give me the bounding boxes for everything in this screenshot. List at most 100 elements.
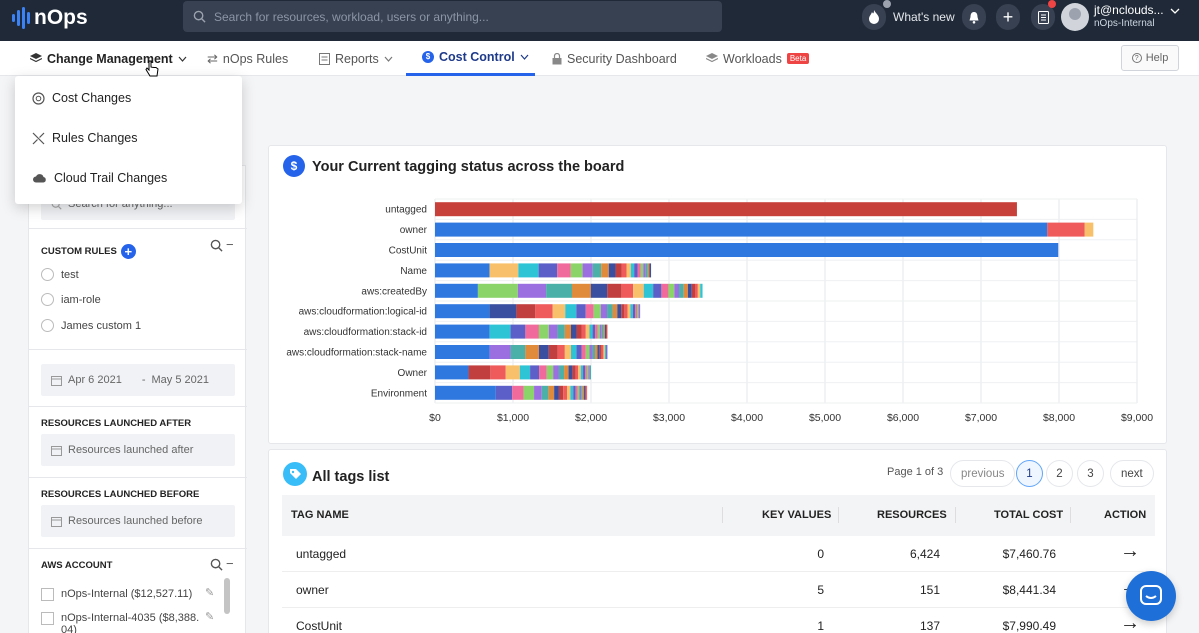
column-tag-name[interactable]: TAG NAME	[291, 509, 349, 521]
tagging-status-card: $ Your Current tagging status across the…	[268, 145, 1167, 444]
bar-segment	[505, 365, 520, 380]
whats-new-link[interactable]: What's new	[893, 10, 955, 24]
date-range-picker[interactable]: Apr 6 2021 - May 5 2021	[41, 364, 235, 396]
edit-icon[interactable]: ✎	[205, 611, 215, 623]
bar-segment	[640, 263, 644, 278]
search-icon[interactable]	[210, 239, 223, 252]
bar-segment	[683, 283, 688, 298]
column-action[interactable]: ACTION	[1104, 509, 1147, 521]
x-tick-label: $3,000	[653, 412, 685, 424]
bar-segment	[546, 365, 554, 380]
menu-item-label: Cost Changes	[52, 91, 132, 105]
x-tick-label: $9,000	[1121, 412, 1153, 424]
next-page-button[interactable]: next	[1110, 460, 1154, 487]
bar-segment	[649, 263, 652, 278]
collapse-icon[interactable]: −	[226, 556, 234, 571]
bar-segment	[557, 324, 565, 339]
x-tick-label: $5,000	[809, 412, 841, 424]
arrow-right-icon[interactable]: →	[1120, 612, 1140, 633]
edit-icon[interactable]: ✎	[205, 587, 215, 599]
nav-reports[interactable]: Reports	[319, 41, 393, 76]
launched-after-placeholder: Resources launched after	[68, 444, 194, 456]
nav-nops-rules[interactable]: ⇄ nOps Rules	[207, 41, 288, 76]
arrow-right-icon[interactable]: →	[1120, 540, 1140, 562]
top-bar: nOps What's new + jt@nclouds... nOps-Int…	[0, 0, 1199, 41]
bar-segment	[581, 385, 583, 400]
report-icon[interactable]	[1031, 4, 1055, 30]
column-total-cost[interactable]: TOTAL COST	[994, 509, 1064, 521]
global-search[interactable]	[183, 1, 722, 32]
nav-security-dashboard[interactable]: Security Dashboard	[552, 41, 677, 76]
x-tick-label: $7,000	[965, 412, 997, 424]
divider	[29, 548, 247, 549]
aws-account-label: nOps-Internal ($12,527.11)	[61, 588, 193, 600]
bar-segment	[592, 263, 602, 278]
bar-segment	[601, 263, 609, 278]
column-separator	[1070, 507, 1071, 523]
bar-segment	[624, 304, 628, 319]
lock-icon	[552, 52, 562, 64]
table-row[interactable]: untagged 0 6,424 $7,460.76 →	[282, 536, 1155, 572]
column-separator	[838, 507, 839, 523]
nav-cost-control[interactable]: $ Cost Control	[406, 41, 535, 76]
bar-segment	[534, 385, 542, 400]
launched-after-title: RESOURCES LAUNCHED AFTER	[41, 418, 192, 429]
custom-rule-option[interactable]: test	[41, 268, 79, 281]
bar-segment	[570, 385, 574, 400]
bar-segment	[548, 385, 555, 400]
y-tick-label: aws:cloudformation:logical-id	[299, 307, 427, 318]
menu-item-cost-changes[interactable]: Cost Changes	[32, 91, 131, 105]
column-resources[interactable]: RESOURCES	[877, 509, 947, 521]
bar-segment	[617, 304, 622, 319]
collapse-icon[interactable]: −	[226, 237, 234, 252]
launched-after-input[interactable]: Resources launched after	[41, 434, 235, 466]
bell-icon[interactable]	[962, 4, 986, 30]
bar-segment	[608, 263, 616, 278]
global-search-input[interactable]	[214, 9, 694, 24]
page-info: Page 1 of 3	[887, 466, 944, 478]
bar-segment	[697, 283, 701, 298]
table-row[interactable]: CostUnit 1 137 $7,990.49 →	[282, 608, 1155, 633]
nav-workloads[interactable]: Workloads Beta	[706, 41, 810, 76]
aws-account-option[interactable]: nOps-Internal-4035 ($8,388. 04)	[41, 612, 199, 633]
chevron-down-icon[interactable]	[1170, 7, 1180, 15]
fire-icon[interactable]	[862, 4, 886, 30]
search-icon[interactable]	[210, 558, 223, 571]
help-button[interactable]: ? Help	[1121, 45, 1179, 71]
nav-label: Reports	[335, 51, 379, 66]
add-icon[interactable]: +	[996, 4, 1020, 30]
dollar-icon: $	[283, 155, 305, 177]
menu-item-cloud-trail-changes[interactable]: Cloud Trail Changes	[32, 171, 167, 185]
bar-segment	[607, 304, 613, 319]
previous-page-button[interactable]: previous	[950, 460, 1016, 487]
avatar[interactable]	[1061, 3, 1089, 31]
table-row[interactable]: owner 5 151 $8,441.34 →	[282, 572, 1155, 608]
chat-launcher[interactable]	[1126, 571, 1176, 621]
bar-segment	[538, 345, 549, 359]
bar-segment	[586, 385, 588, 400]
launched-before-input[interactable]: Resources launched before	[41, 505, 235, 537]
bar-segment	[636, 304, 639, 319]
user-name[interactable]: jt@nclouds...	[1094, 3, 1164, 17]
bar-segment	[435, 243, 1059, 257]
menu-item-rules-changes[interactable]: Rules Changes	[32, 131, 137, 145]
nops-logo[interactable]: nOps	[12, 6, 88, 30]
bar-segment	[590, 283, 608, 298]
add-rule-icon[interactable]: +	[120, 244, 136, 259]
custom-rule-option[interactable]: James custom 1	[41, 319, 141, 332]
page-3-button[interactable]: 3	[1077, 460, 1104, 487]
bar-segment	[604, 324, 607, 339]
nav-change-management[interactable]: Change Management	[30, 41, 187, 76]
column-key-values[interactable]: KEY VALUES	[762, 509, 832, 521]
bar-segment	[525, 324, 539, 339]
page-2-button[interactable]: 2	[1046, 460, 1073, 487]
bar-segment	[563, 385, 568, 400]
aws-account-option[interactable]: nOps-Internal ($12,527.11)	[41, 588, 192, 601]
custom-rule-option[interactable]: iam-role	[41, 293, 101, 306]
nav-label: Workloads	[723, 51, 782, 66]
report-icon	[319, 52, 330, 65]
filter-scrollbar[interactable]	[224, 578, 230, 614]
page-1-button[interactable]: 1	[1016, 460, 1043, 487]
bar-segment	[572, 365, 576, 380]
bar-segment	[565, 304, 577, 319]
